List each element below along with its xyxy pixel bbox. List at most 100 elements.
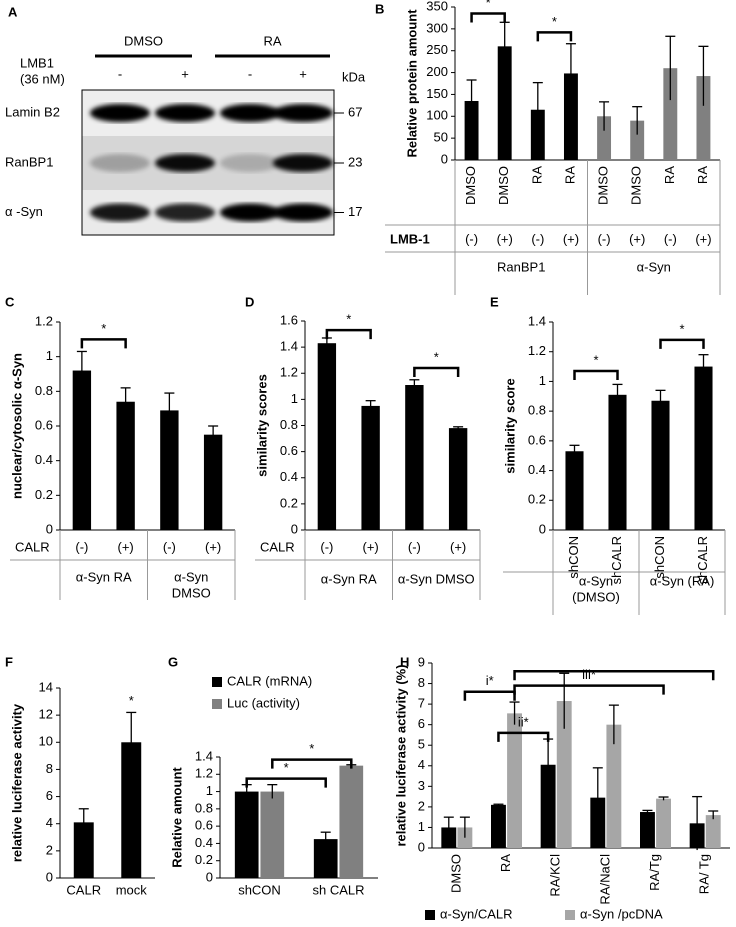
kda-label: 23 [348,154,362,169]
y-tick-label: 1.2 [280,365,298,380]
y-tick-label: 0.2 [195,852,213,867]
legend-label: α-Syn/CALR [440,906,513,921]
x-tick-label: (-) [320,539,333,554]
annotation: * [309,741,314,756]
annotation: * [434,349,439,364]
x-tick-label: (-) [408,539,421,554]
y-tick-label: 6 [418,716,425,731]
bar [606,724,622,848]
y-tick-label: 3 [418,778,425,793]
significance-bracket [245,777,327,788]
panel-label: C [5,294,15,309]
significance-bracket [470,12,506,23]
kda-label: 67 [348,104,362,119]
y-tick-label: 0.8 [195,800,213,815]
y-tick-label: 50 [434,130,448,145]
y-tick-label: 0.4 [528,462,546,477]
bar [405,385,424,530]
bar [694,366,713,530]
legend-swatch [212,699,222,709]
y-tick-label: 0.2 [35,487,53,502]
x-tick-label: RA [498,854,513,872]
significance-bracket [573,369,619,381]
x-tick-label: RA [695,166,710,184]
x-tick-label: RA [662,166,677,184]
significance-bracket [325,328,372,340]
y-tick-label: 0 [46,869,53,884]
y-tick-label: 1.4 [195,748,213,763]
blot-frame [81,89,335,236]
x-tick-label: DMSO [596,166,611,205]
x-tick-label: (+) [363,539,379,554]
blot-band [273,203,333,222]
bar [563,73,578,160]
y-axis-label: similarity scores [254,374,269,477]
blot-band [273,104,333,122]
y-tick-label: 150 [426,86,448,101]
x-tick-label: (+) [205,539,221,554]
group-label: α-Syn [579,573,613,588]
group-label: (DMSO) [572,589,620,604]
annotation: * [486,0,491,10]
x-tick-label: RA [529,166,544,184]
annotation: * [129,693,134,708]
significance-bracket [271,758,353,769]
bar [656,798,671,848]
protein-label: Lamin B2 [5,104,60,119]
group-label: RanBP1 [497,259,545,274]
panel-label: A [8,4,18,19]
legend-label: α-Syn /pcDNA [580,906,663,921]
row-label: (-) [531,231,544,246]
panel-label: E [490,294,499,309]
row-label: (+) [563,231,579,246]
significance-bracket [80,338,127,349]
annotation: iii* [582,667,596,682]
unit-label: kDa [342,69,366,84]
panel-label: F [5,654,13,669]
x-tick-label: RA/KCl [548,854,563,897]
row-label: (+) [629,231,645,246]
x-tick-label: (-) [75,539,88,554]
x-tick-label: (+) [450,539,466,554]
row-label: (36 nM) [20,71,65,86]
y-tick-label: 350 [426,0,448,13]
y-tick-label: 0.4 [280,469,298,484]
x-tick-label: mock [116,882,148,897]
x-tick-label: shCON [652,536,667,579]
row-label: (-) [465,231,478,246]
lane-label: - [248,66,252,81]
bar [339,765,364,878]
y-tick-label: 0.6 [528,432,546,447]
x-tick-label: RA [562,166,577,184]
y-tick-label: 1 [539,373,546,388]
bar [540,764,556,848]
x-tick-label: (-) [163,539,176,554]
legend-swatch [212,677,222,687]
blot-band [155,203,215,222]
y-axis-label: Relative amount [169,767,184,868]
y-tick-label: 1.2 [195,766,213,781]
lane-label: + [299,66,307,81]
row-name: LMB-1 [390,231,430,246]
protein-label: RanBP1 [5,154,53,169]
y-axis-label: relative luciferase activity (%) [393,664,408,846]
x-tick-label: shCON [566,536,581,579]
y-tick-label: 10 [39,734,53,749]
bar [160,410,179,530]
y-tick-label: 1.4 [280,339,298,354]
row-label: LMB1 [20,55,54,70]
y-tick-label: 5 [418,737,425,752]
row-label: (-) [598,231,611,246]
panel-label: D [245,294,254,309]
bar [72,370,92,530]
panel-label: B [375,1,384,16]
blot-band [220,104,280,122]
group-label: α-Syn [174,569,208,584]
group-label: α-Syn DMSO [398,571,475,586]
group-label: α-Syn [637,259,671,274]
y-axis-label: similarity score [502,378,517,473]
bar [608,394,627,530]
significance-bracket [659,338,705,349]
y-tick-label: 0.6 [280,443,298,458]
y-axis-label: nuclear/cytosolic α-Syn [9,353,24,499]
